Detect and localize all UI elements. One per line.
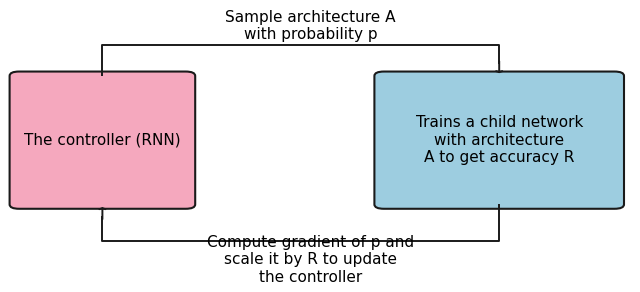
Text: The controller (RNN): The controller (RNN) <box>24 133 180 148</box>
Text: Trains a child network
with architecture
A to get accuracy R: Trains a child network with architecture… <box>415 115 583 165</box>
Text: Sample architecture A
with probability p: Sample architecture A with probability p <box>225 10 396 42</box>
FancyBboxPatch shape <box>10 72 195 209</box>
FancyBboxPatch shape <box>374 72 624 209</box>
Text: Compute gradient of p and
scale it by R to update
the controller: Compute gradient of p and scale it by R … <box>207 235 414 285</box>
